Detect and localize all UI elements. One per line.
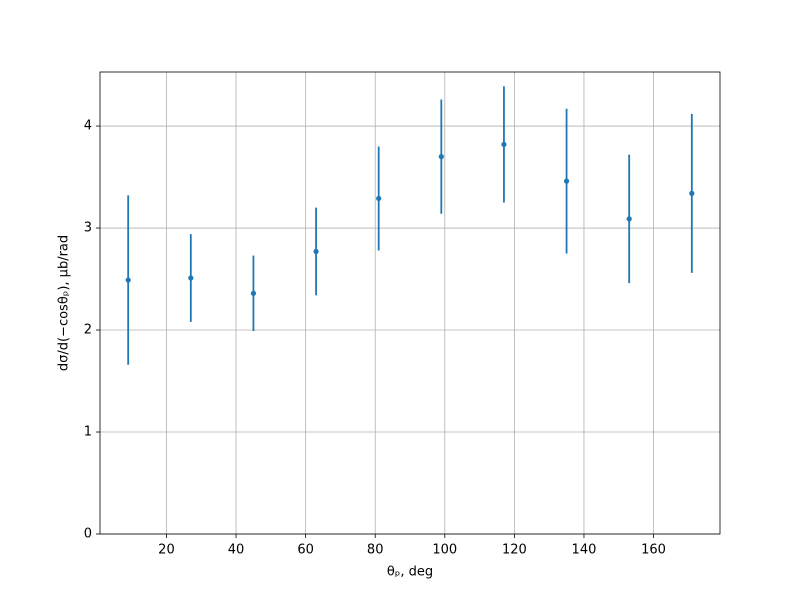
- y-axis-label: dσ/d(−cosθₚ), μb/rad: [57, 235, 72, 371]
- x-tick-label: 20: [158, 543, 175, 558]
- data-point: [501, 141, 507, 148]
- y-tick-label: 2: [84, 323, 92, 338]
- x-tick-label: 80: [367, 543, 384, 558]
- data-point: [250, 290, 257, 296]
- x-tick-label: 120: [502, 543, 527, 558]
- data-point: [438, 154, 444, 160]
- x-tick-label: 40: [228, 543, 245, 558]
- data-point: [188, 275, 194, 281]
- x-tick-label: 160: [641, 543, 666, 558]
- y-tick-label: 1: [84, 425, 92, 440]
- x-axis-label: θₚ, deg: [387, 565, 433, 580]
- data-point: [125, 277, 131, 283]
- x-tick-label: 60: [297, 543, 314, 558]
- x-tick-label: 100: [432, 543, 457, 558]
- data-point: [563, 178, 570, 184]
- y-tick-label: 4: [84, 119, 92, 134]
- x-tick-label: 140: [572, 543, 597, 558]
- data-point: [313, 248, 319, 255]
- plot-frame: [99, 71, 721, 535]
- y-tick-label: 0: [84, 527, 92, 542]
- data-point: [689, 190, 695, 196]
- data-point: [626, 216, 632, 222]
- y-tick-label: 3: [84, 221, 92, 236]
- data-point: [376, 195, 382, 202]
